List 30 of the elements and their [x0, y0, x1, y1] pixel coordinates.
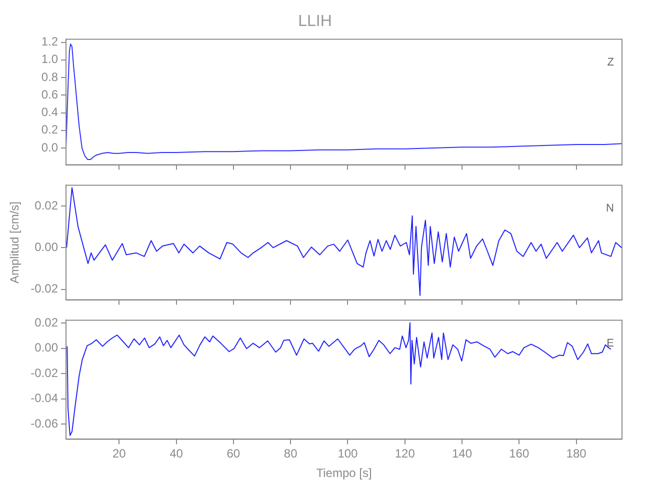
chart-title: LLIH	[298, 13, 332, 30]
annotation: E	[606, 338, 614, 350]
y-tick-label: 0.00	[34, 240, 58, 254]
y-axis-title: Amplitud [cm/s]	[8, 201, 22, 284]
y-tick-label: 0.2	[41, 122, 58, 137]
y-tick-label: -0.04	[30, 391, 58, 406]
x-tick-label: 140	[452, 446, 472, 461]
y-tick-label: 0.02	[34, 198, 58, 212]
x-tick-label: 40	[170, 446, 184, 461]
x-tick-label: 100	[338, 446, 358, 461]
y-tick-label: -0.02	[30, 366, 58, 380]
y-tick-label: 1.0	[41, 52, 58, 66]
x-tick-label: 20	[112, 446, 126, 461]
x-tick-label: 80	[284, 446, 298, 461]
x-tick-label: 180	[566, 446, 587, 461]
y-tick-label: 0.6	[41, 87, 58, 102]
y-tick-label: 1.2	[41, 34, 58, 49]
y-tick-label: 0.8	[41, 70, 58, 84]
annotation: N	[606, 202, 614, 215]
y-tick-label: 0.0	[41, 140, 58, 154]
y-tick-label: -0.06	[30, 416, 58, 430]
y-tick-label: -0.02	[30, 282, 58, 296]
y-tick-label: 0.02	[34, 315, 58, 330]
x-tick-label: 60	[226, 446, 240, 461]
x-axis-title: Tiempo [s]	[316, 466, 372, 480]
x-tick-label: 160	[509, 446, 530, 461]
annotation: Z	[607, 56, 614, 69]
y-tick-label: 0.4	[41, 105, 58, 120]
y-tick-label: 0.00	[34, 340, 58, 355]
x-tick-label: 120	[394, 446, 416, 461]
